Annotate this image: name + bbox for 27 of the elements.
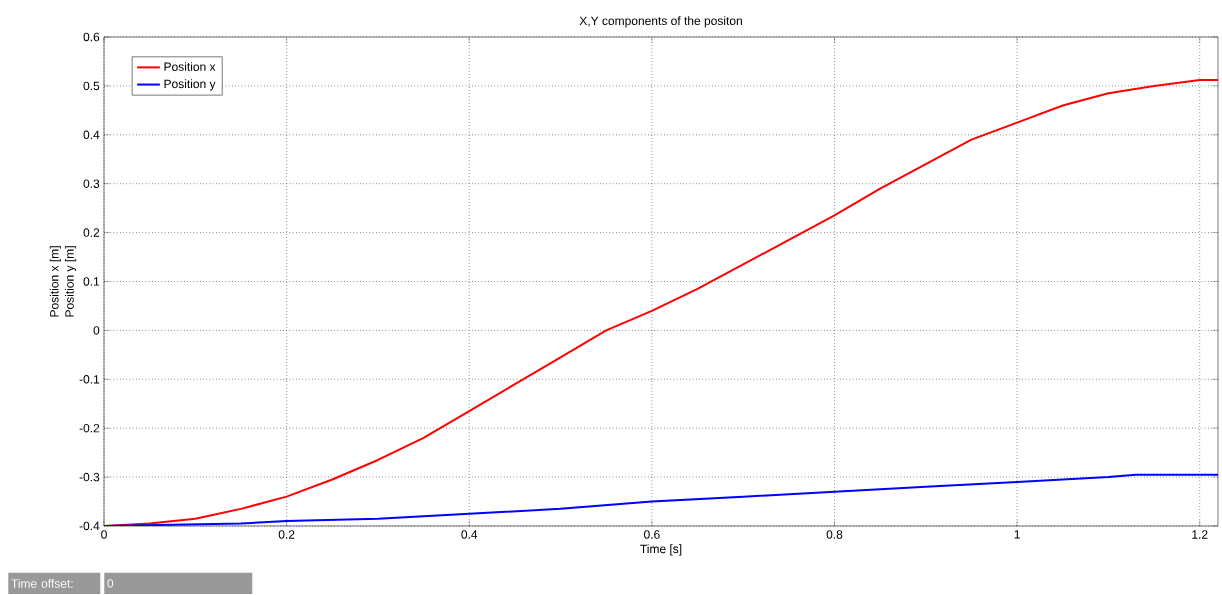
x-tick-label: 0.4 <box>461 530 478 539</box>
chart-title: X,Y components of the positon <box>579 16 742 28</box>
y-tick-label: 0.1 <box>83 277 100 286</box>
y-tick-label: 0.5 <box>83 81 100 91</box>
x-tick-label: 0.2 <box>278 530 295 539</box>
y-tick-label: -0.4 <box>79 521 100 531</box>
x-tick-label: 0.6 <box>643 530 660 539</box>
text: 0 <box>107 579 114 588</box>
x-tick-label: 0 <box>101 530 107 539</box>
text: Time offset: <box>11 578 73 588</box>
y-tick-label: 0.2 <box>83 228 100 237</box>
y-tick-label: -0.2 <box>79 423 100 433</box>
y-tick-label: -0.1 <box>79 375 100 384</box>
line-series <box>104 473 1218 526</box>
x-tick-label: 0.8 <box>826 530 843 539</box>
y-tick-label: 0 <box>93 326 100 335</box>
legend-label: Position x <box>164 62 216 71</box>
text: Position x [m] <box>49 246 61 317</box>
y-tick-label: 0.3 <box>83 179 100 188</box>
x-tick-label: 1 <box>1014 530 1020 539</box>
text: Position y [m] <box>64 246 77 317</box>
y-tick-label: 0.6 <box>83 32 100 42</box>
y-tick-label: -0.3 <box>79 472 100 482</box>
legend-label: Position y <box>164 79 216 91</box>
x-axis-title: Time [s] <box>640 544 682 556</box>
x-tick-label: 1.2 <box>1192 530 1208 539</box>
y-tick-label: 0.4 <box>83 130 100 140</box>
